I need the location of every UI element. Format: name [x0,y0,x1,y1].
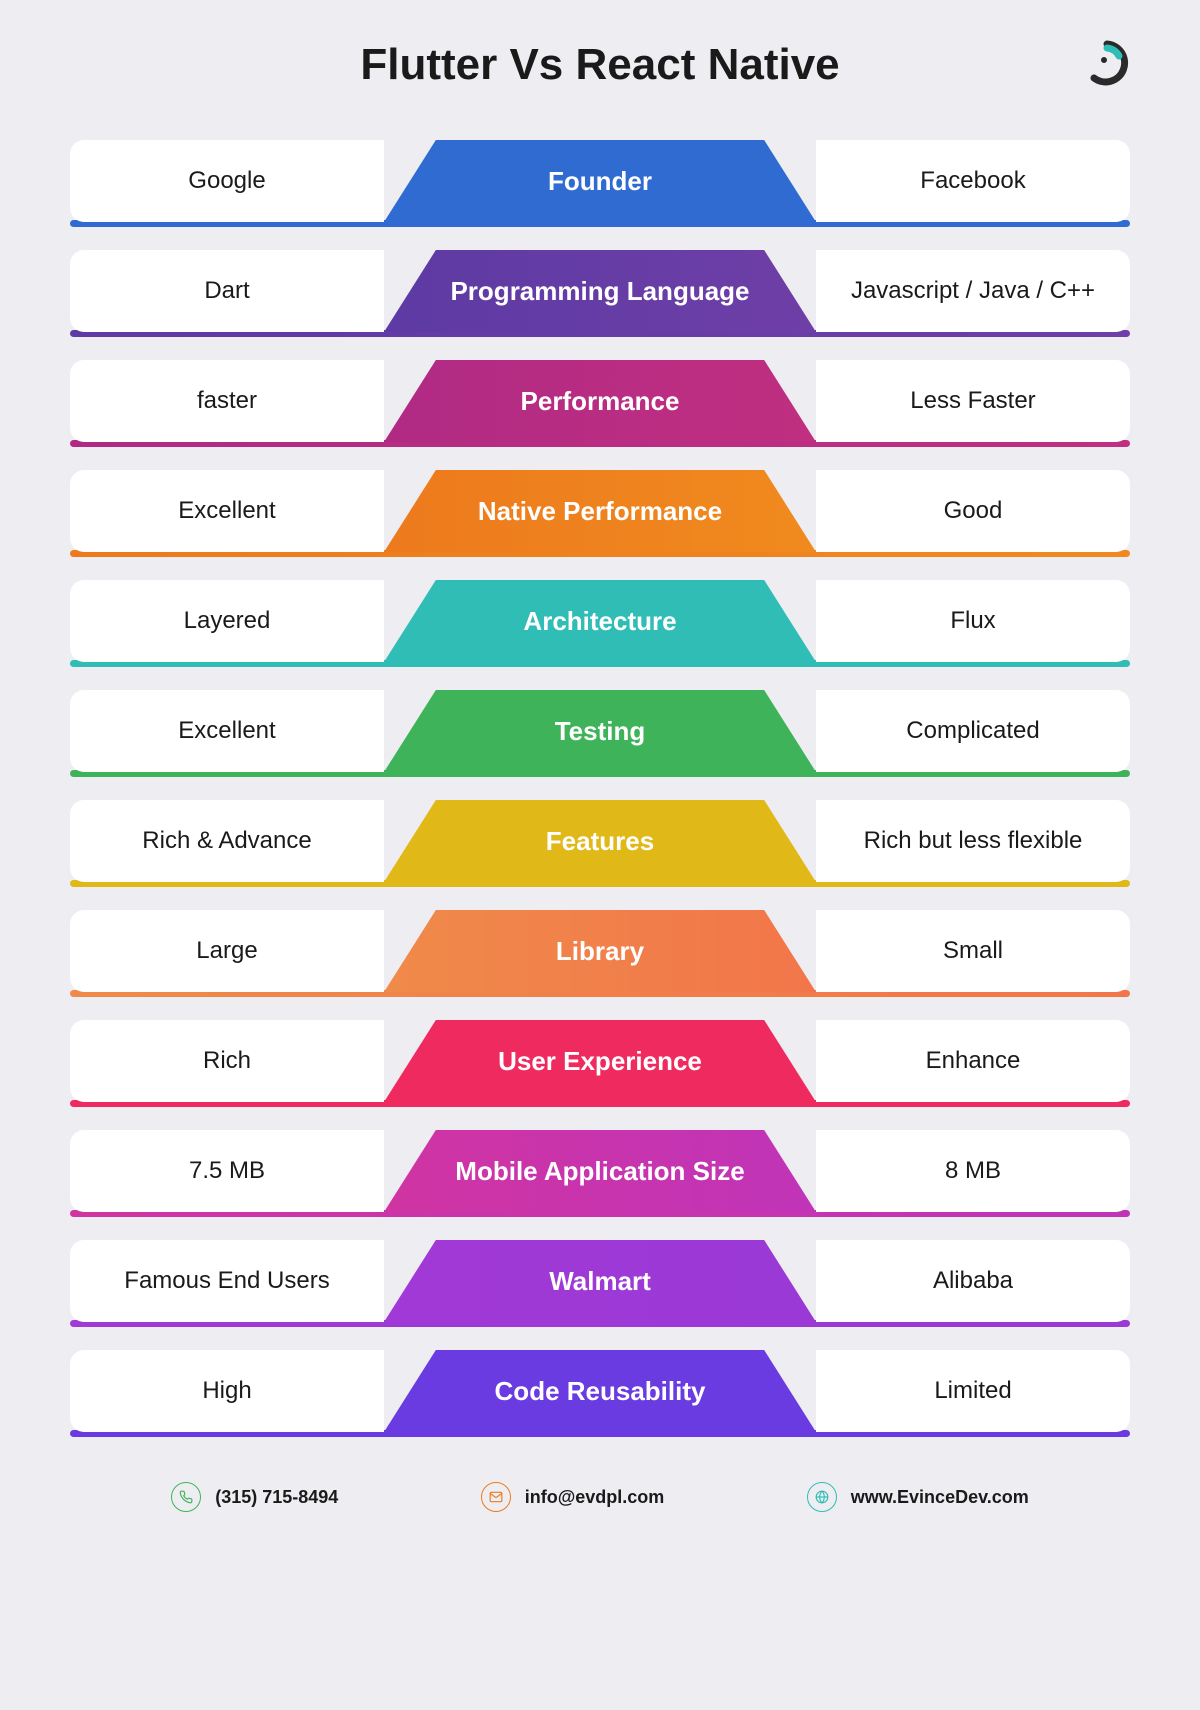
category-text: Founder [548,166,652,197]
category-label: Mobile Application Size [384,1130,816,1212]
react-native-value: Flux [816,580,1130,662]
comparison-row: Excellent Testing Complicated [70,690,1130,772]
footer-email: info@evdpl.com [481,1482,665,1512]
category-text: Architecture [523,606,676,637]
globe-icon [807,1482,837,1512]
category-text: Mobile Application Size [455,1156,744,1187]
category-text: Testing [555,716,646,747]
comparison-row: Rich User Experience Enhance [70,1020,1130,1102]
category-label: Founder [384,140,816,222]
flutter-value: High [70,1350,384,1432]
flutter-value: Layered [70,580,384,662]
comparison-row: High Code Reusability Limited [70,1350,1130,1432]
category-label: Performance [384,360,816,442]
comparison-row: faster Performance Less Faster [70,360,1130,442]
category-label: Programming Language [384,250,816,332]
flutter-value: Large [70,910,384,992]
flutter-value: Excellent [70,690,384,772]
email-icon [481,1482,511,1512]
header: Flutter Vs React Native [70,40,1130,90]
comparison-row: Layered Architecture Flux [70,580,1130,662]
category-text: Programming Language [450,276,749,307]
react-native-value: Alibaba [816,1240,1130,1322]
category-text: Features [546,826,654,857]
comparison-row: Rich & Advance Features Rich but less flex… [70,800,1130,882]
category-text: Walmart [549,1266,651,1297]
react-native-value: Complicated [816,690,1130,772]
page-title: Flutter Vs React Native [360,40,839,90]
flutter-value: Dart [70,250,384,332]
comparison-row: Large Library Small [70,910,1130,992]
category-label: Library [384,910,816,992]
category-label: Code Reusability [384,1350,816,1432]
category-label: Native Performance [384,470,816,552]
category-text: Code Reusability [495,1376,706,1407]
flutter-value: Rich & Advance [70,800,384,882]
flutter-value: Rich [70,1020,384,1102]
flutter-value: Famous End Users [70,1240,384,1322]
react-native-value: Facebook [816,140,1130,222]
comparison-row: 7.5 MB Mobile Application Size 8 MB [70,1130,1130,1212]
react-native-value: Rich but less flexible [816,800,1130,882]
category-text: User Experience [498,1046,702,1077]
flutter-value: Excellent [70,470,384,552]
category-text: Native Performance [478,496,722,527]
footer-website: www.EvinceDev.com [807,1482,1029,1512]
footer-email-text: info@evdpl.com [525,1487,665,1508]
brand-logo [1084,40,1130,86]
footer-phone: (315) 715-8494 [171,1482,338,1512]
category-label: Walmart [384,1240,816,1322]
flutter-value: 7.5 MB [70,1130,384,1212]
comparison-row: Excellent Native Performance Good [70,470,1130,552]
phone-icon [171,1482,201,1512]
react-native-value: Good [816,470,1130,552]
footer-phone-text: (315) 715-8494 [215,1487,338,1508]
category-text: Performance [521,386,680,417]
comparison-row: Famous End Users Walmart Alibaba [70,1240,1130,1322]
category-label: Testing [384,690,816,772]
flutter-value: Google [70,140,384,222]
react-native-value: 8 MB [816,1130,1130,1212]
category-text: Library [556,936,644,967]
react-native-value: Javascript / Java / C++ [816,250,1130,332]
comparison-row: Dart Programming Language Javascript / Jav… [70,250,1130,332]
category-label: Features [384,800,816,882]
category-label: User Experience [384,1020,816,1102]
flutter-value: faster [70,360,384,442]
comparison-row: Google Founder Facebook [70,140,1130,222]
react-native-value: Limited [816,1350,1130,1432]
category-label: Architecture [384,580,816,662]
react-native-value: Less Faster [816,360,1130,442]
react-native-value: Enhance [816,1020,1130,1102]
footer-website-text: www.EvinceDev.com [851,1487,1029,1508]
footer: (315) 715-8494 info@evdpl.com www.Evince… [70,1482,1130,1512]
comparison-rows: Google Founder Facebook Dart Programming Lan… [70,140,1130,1432]
react-native-value: Small [816,910,1130,992]
